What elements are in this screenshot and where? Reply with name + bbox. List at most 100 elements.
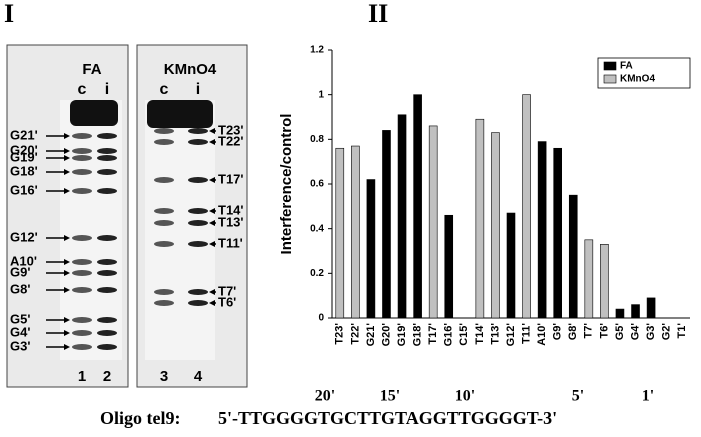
gel-lanes bbox=[145, 100, 215, 360]
gel-band bbox=[188, 220, 208, 226]
gel-band bbox=[97, 148, 117, 154]
gel-band bbox=[72, 287, 92, 293]
x-tick-label: G21' bbox=[365, 323, 377, 347]
gel-band bbox=[97, 235, 117, 241]
bar bbox=[615, 308, 625, 319]
x-tick-label: T17' bbox=[427, 323, 439, 345]
band-label: T17' bbox=[218, 171, 244, 186]
x-tick-label: G16' bbox=[443, 323, 455, 347]
lane-label: i bbox=[105, 81, 109, 98]
band-label: G9' bbox=[10, 264, 30, 279]
band-label: T14' bbox=[218, 202, 244, 217]
gel-band bbox=[72, 148, 92, 154]
gel-band bbox=[188, 289, 208, 295]
gel-band bbox=[72, 235, 92, 241]
x-tick-label: G4' bbox=[629, 323, 641, 341]
arrow-head bbox=[209, 220, 215, 226]
gel-top bbox=[147, 100, 213, 128]
gel-band bbox=[72, 270, 92, 276]
gel-band bbox=[97, 133, 117, 139]
y-tick-label: 0.6 bbox=[310, 179, 324, 190]
band-label: T7' bbox=[218, 283, 236, 298]
x-tick-label: T22' bbox=[349, 323, 361, 345]
bar bbox=[335, 147, 345, 319]
arrow-head bbox=[64, 270, 70, 276]
band-label: T22' bbox=[218, 133, 244, 148]
sequence-text: 5'-TTGGGGTGCTTGTAGGTTGGGGT-3' bbox=[218, 408, 557, 428]
y-tick-label: 1.2 bbox=[310, 45, 324, 56]
sequence-position: 1' bbox=[642, 388, 654, 405]
band-label: G3' bbox=[10, 338, 30, 353]
x-tick-label: T11' bbox=[520, 323, 532, 344]
panel-label: II bbox=[368, 0, 388, 28]
x-tick-label: G12' bbox=[505, 323, 517, 347]
bar bbox=[600, 244, 609, 319]
lane-number: 4 bbox=[194, 368, 203, 385]
gel-band bbox=[188, 241, 208, 247]
gel-band bbox=[72, 169, 92, 175]
gel-band bbox=[72, 344, 92, 350]
band-label: G18' bbox=[10, 163, 38, 178]
gel-band bbox=[154, 289, 174, 295]
arrow-head bbox=[209, 300, 215, 306]
x-tick-label: G8' bbox=[567, 323, 579, 341]
arrow-head bbox=[64, 287, 70, 293]
y-tick-label: 0.4 bbox=[310, 223, 324, 234]
arrow-head bbox=[64, 317, 70, 323]
x-tick-label: G9' bbox=[552, 323, 564, 341]
lane-number: 2 bbox=[103, 368, 111, 385]
x-tick-label: G18' bbox=[412, 323, 424, 347]
bar bbox=[475, 118, 485, 319]
bar bbox=[584, 239, 594, 319]
gel-band bbox=[97, 259, 117, 265]
legend-label: FA bbox=[620, 61, 633, 72]
arrow-head bbox=[64, 344, 70, 350]
y-tick-label: 0 bbox=[318, 313, 324, 324]
gel-lanes bbox=[60, 100, 122, 360]
bar bbox=[413, 94, 422, 319]
arrow-head bbox=[209, 139, 215, 145]
x-tick-label: T23' bbox=[334, 323, 346, 345]
legend-swatch bbox=[603, 74, 617, 84]
lane-number: 1 bbox=[78, 368, 86, 385]
gel-band bbox=[72, 155, 92, 161]
arrow-head bbox=[64, 235, 70, 241]
gel-band bbox=[97, 270, 117, 276]
gel-band bbox=[188, 139, 208, 145]
x-tick-label: G20' bbox=[380, 323, 392, 347]
gel-band bbox=[72, 259, 92, 265]
bar bbox=[506, 212, 516, 319]
band-label: G12' bbox=[10, 229, 38, 244]
y-tick-label: 1 bbox=[318, 89, 324, 100]
x-tick-label: G19' bbox=[396, 323, 408, 347]
bar bbox=[522, 94, 531, 319]
bar bbox=[428, 125, 438, 319]
gel-band bbox=[97, 317, 117, 323]
gel-band bbox=[154, 241, 174, 247]
gel-band bbox=[97, 287, 117, 293]
band-label: T6' bbox=[218, 294, 236, 309]
band-label: A10' bbox=[10, 253, 37, 268]
gel-band bbox=[97, 330, 117, 336]
y-tick-label: 0.2 bbox=[310, 268, 324, 279]
x-tick-label: T14' bbox=[474, 323, 486, 345]
y-axis-label: Interference/control bbox=[278, 114, 295, 255]
bar bbox=[491, 132, 500, 319]
x-tick-label: C15' bbox=[458, 323, 470, 346]
x-tick-label: G5' bbox=[614, 323, 626, 341]
band-label: T23' bbox=[218, 122, 244, 137]
x-tick-label: A10' bbox=[536, 323, 548, 346]
gel-top bbox=[70, 100, 118, 126]
gel-band bbox=[154, 128, 174, 134]
band-label: G5' bbox=[10, 311, 30, 326]
gel-band bbox=[154, 139, 174, 145]
bar bbox=[351, 145, 360, 319]
arrow-head bbox=[64, 133, 70, 139]
bar bbox=[646, 297, 656, 319]
arrow-head bbox=[64, 169, 70, 175]
x-tick-label: T13' bbox=[489, 323, 501, 345]
gel-band bbox=[72, 330, 92, 336]
arrow-head bbox=[209, 128, 215, 134]
